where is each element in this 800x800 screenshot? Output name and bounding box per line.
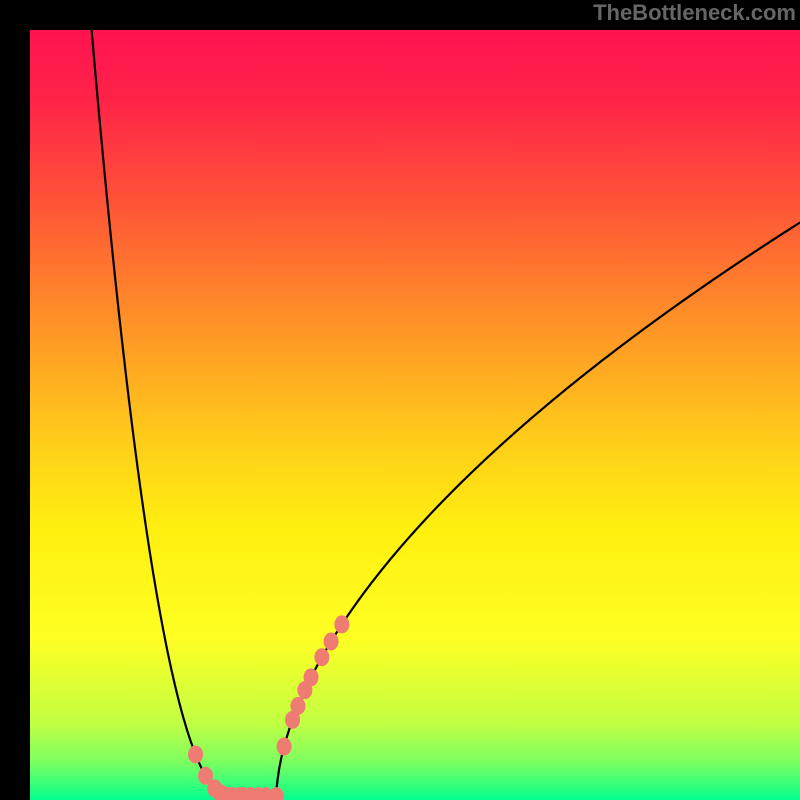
data-marker <box>335 616 349 633</box>
gradient-curve-chart <box>30 30 800 800</box>
chart-frame: TheBottleneck.com <box>0 0 800 800</box>
data-marker <box>269 788 283 800</box>
data-marker <box>189 746 203 763</box>
watermark-text: TheBottleneck.com <box>593 0 796 26</box>
data-marker <box>277 738 291 755</box>
gradient-background <box>30 30 800 800</box>
data-marker <box>291 697 305 714</box>
plot-area <box>30 30 800 800</box>
data-marker <box>324 633 338 650</box>
data-marker <box>315 649 329 666</box>
data-marker <box>304 669 318 686</box>
